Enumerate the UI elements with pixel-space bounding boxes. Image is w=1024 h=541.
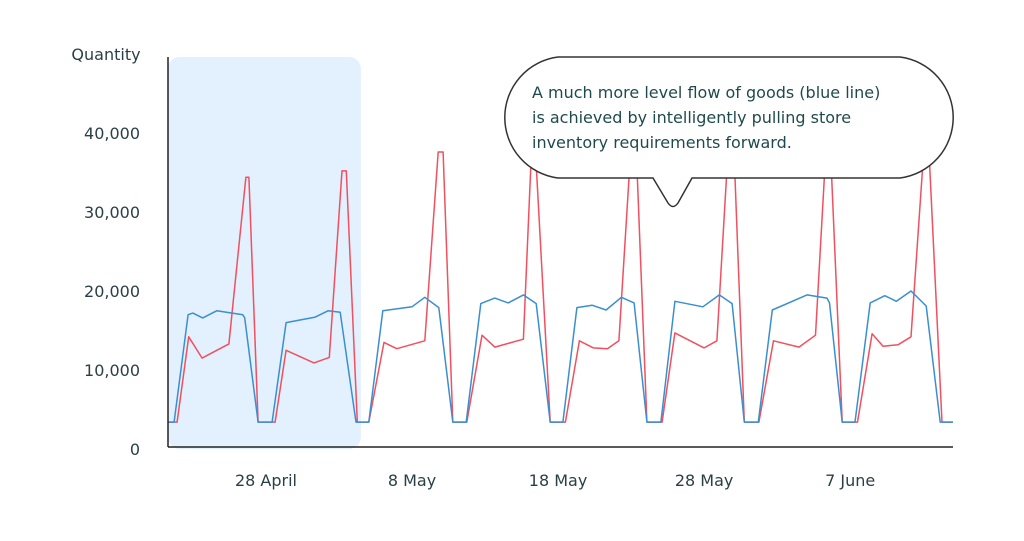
x-tick-label: 7 June <box>825 471 875 490</box>
y-tick-label: 20,000 <box>84 282 140 301</box>
y-tick-label: 30,000 <box>84 203 140 222</box>
y-tick-label: 40,000 <box>84 124 140 143</box>
x-tick-label: 18 May <box>529 471 588 490</box>
callout-line-1: A much more level flow of goods (blue li… <box>532 83 880 102</box>
x-tick-label: 28 May <box>675 471 734 490</box>
series-line-red <box>168 124 953 423</box>
y-axis-label: Quantity <box>71 45 140 64</box>
callout-bubble <box>504 56 954 208</box>
callout: A much more level flow of goods (blue li… <box>504 56 954 208</box>
x-tick-label: 8 May <box>388 471 436 490</box>
y-tick-label: 0 <box>130 440 140 459</box>
series-layer <box>168 124 953 423</box>
callout-line-2: is achieved by intelligently pulling sto… <box>532 108 851 127</box>
highlight-region <box>168 57 361 449</box>
x-tick-labels: 28 April 8 May 18 May 28 May 7 June <box>235 471 875 490</box>
y-tick-label: 10,000 <box>84 361 140 380</box>
y-tick-labels: 0 10,000 20,000 30,000 40,000 <box>84 124 140 459</box>
series-line-blue <box>168 290 953 423</box>
x-tick-label: 28 April <box>235 471 297 490</box>
callout-line-3: inventory requirements forward. <box>532 133 792 152</box>
